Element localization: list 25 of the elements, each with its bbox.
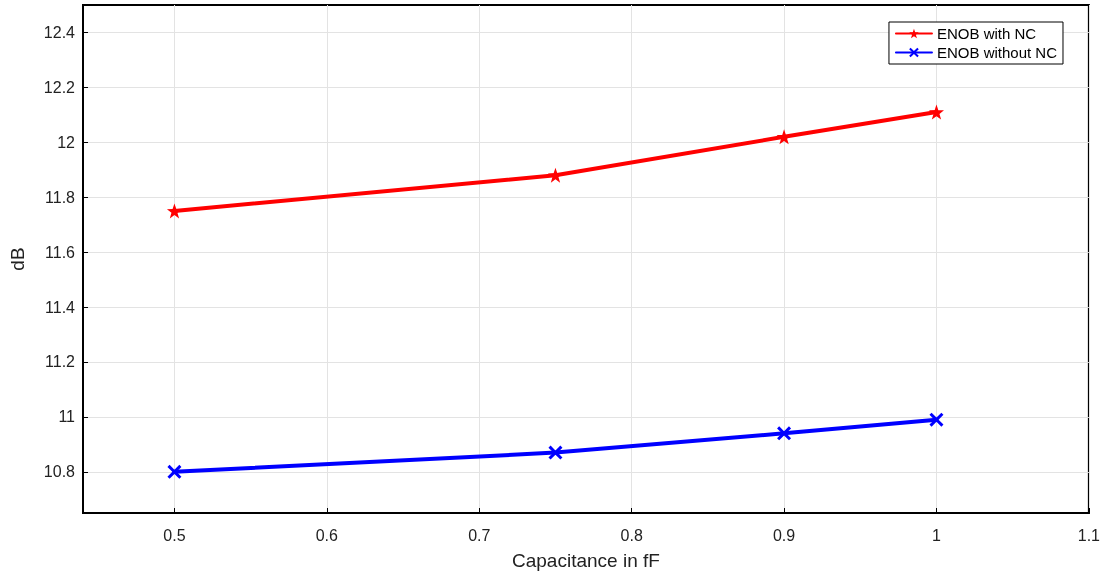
y-tick-label: 12.2: [43, 78, 76, 96]
point: [167, 464, 182, 479]
x-tick-label: 0.7: [468, 526, 491, 544]
y-axis-title: dB: [7, 247, 28, 271]
x-tick-label: 0.9: [772, 526, 796, 544]
x-tick-label: 0.6: [315, 526, 339, 544]
y-tick-label: 11.8: [45, 188, 76, 206]
point: [928, 104, 944, 120]
y-tick-label: 11.2: [45, 353, 76, 371]
y-tick-label: 10.8: [43, 463, 76, 481]
legend-label: ENOB without NC: [936, 44, 1058, 61]
x-axis-title: Capacitance in fF: [512, 550, 660, 571]
y-tick-label: 11.6: [45, 243, 76, 261]
y-tick-label: 11: [58, 408, 76, 426]
legend-label: ENOB with NC: [936, 25, 1037, 42]
point: [777, 426, 792, 441]
x-tick-label: 0.8: [620, 526, 643, 544]
point: [548, 445, 563, 460]
point: [929, 412, 944, 427]
x-tick-label: 0.5: [163, 526, 186, 544]
y-tick-label: 12.4: [43, 23, 76, 41]
x-tick-label: 1: [932, 526, 942, 544]
x-tick-label: 1.1: [1077, 526, 1101, 544]
y-tick-label: 11.4: [45, 298, 76, 316]
y-tick-label: 12: [57, 133, 76, 151]
